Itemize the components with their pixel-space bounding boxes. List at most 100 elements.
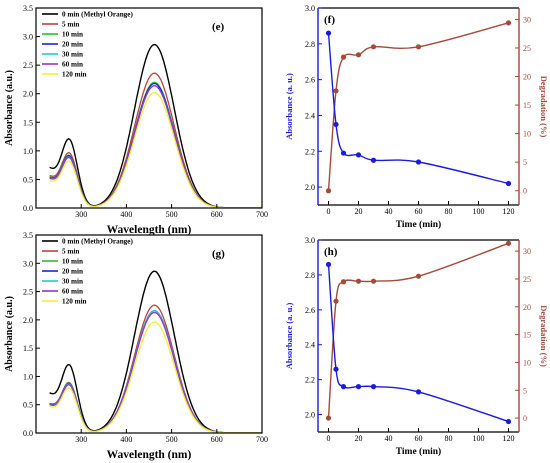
x-tick-label: 0	[327, 207, 331, 216]
x-tick-label: 120	[503, 434, 515, 443]
absorbance-point	[355, 384, 362, 390]
degradation-point	[325, 188, 332, 194]
absorbance-point	[333, 121, 339, 128]
left-tick-label: 3.0	[305, 4, 315, 13]
absorbance-line	[327, 264, 509, 423]
absorbance-point	[505, 418, 512, 425]
absorbance-point	[340, 150, 347, 156]
y-axis-title: Absorbance (a.u.)	[4, 296, 15, 372]
x-tick-label: 700	[256, 435, 268, 444]
degradation-point	[415, 273, 422, 279]
degradation-point	[333, 298, 339, 304]
right-tick-label: 15	[523, 101, 531, 110]
right-tick-label: 10	[523, 358, 531, 367]
spectrum-series-line	[49, 310, 262, 434]
left-tick-label: 2.0	[305, 183, 315, 192]
x-tick-label: 400	[120, 435, 132, 444]
kinetics-panel-1: 0 20 40 60 80 100 120 2.0 2.2 2.4 2.6 2.8 3.0 0 5 10 15 2…	[284, 4, 549, 230]
x-tick-label: 700	[256, 210, 268, 219]
absorbance-point	[325, 30, 332, 36]
x-tick-label: 100	[473, 434, 485, 443]
right-tick-label: 0	[523, 187, 527, 196]
y-tick-label: 3.0	[23, 259, 33, 268]
x-tick-label: 0	[327, 434, 331, 443]
legend-label: 20 min	[62, 268, 83, 276]
x-tick-label: 600	[211, 210, 223, 219]
degradation-point	[325, 415, 332, 421]
x-tick-label: 120	[503, 207, 515, 216]
absorbance-point	[325, 261, 332, 268]
right-tick-label: 25	[523, 275, 531, 284]
legend-label: 60 min	[62, 288, 83, 296]
right-tick-label: 10	[523, 130, 531, 139]
degradation-point	[370, 44, 377, 50]
degradation-point	[505, 20, 512, 26]
panel-label: (h)	[324, 246, 338, 258]
absorbance-point	[415, 159, 422, 165]
x-tick-label: 20	[355, 207, 363, 216]
absorbance-point	[355, 152, 362, 158]
left-tick-label: 2.2	[305, 376, 315, 385]
left-tick-label: 2.4	[305, 341, 315, 350]
x-tick-label: 500	[166, 435, 178, 444]
degradation-point	[415, 44, 422, 50]
right-axis-title: Degradation (%)	[539, 76, 549, 138]
left-tick-label: 2.6	[305, 76, 315, 85]
legend-label: 0 min (Methyl Orange)	[62, 238, 133, 246]
spectrum-series-line	[49, 43, 262, 209]
legend-label: 30 min	[62, 51, 83, 59]
x-tick-label: 100	[473, 207, 485, 216]
degradation-point	[333, 88, 339, 94]
x-tick-label: 500	[166, 210, 178, 219]
y-tick-label: 3.5	[23, 4, 33, 13]
spectrum-series-line	[49, 304, 262, 434]
absorbance-point	[415, 389, 422, 395]
y-tick-label: 1.0	[23, 372, 33, 381]
right-tick-label: 25	[523, 44, 531, 53]
absorbance-point	[370, 384, 377, 390]
left-tick-label: 2.0	[305, 411, 315, 420]
degradation-point	[355, 52, 362, 58]
right-tick-label: 15	[523, 331, 531, 340]
y-tick-label: 1.5	[23, 344, 33, 353]
y-tick-label: 1.5	[23, 118, 33, 127]
absorbance-point	[340, 384, 347, 390]
x-tick-label: 60	[415, 434, 423, 443]
y-tick-label: 0.0	[23, 204, 33, 213]
y-tick-label: 0.0	[23, 429, 33, 438]
x-tick-label: 300	[75, 435, 87, 444]
plot-frame	[35, 7, 263, 209]
legend-label: 5 min	[62, 21, 79, 29]
left-tick-label: 2.4	[305, 111, 315, 120]
x-tick-label: 20	[355, 434, 363, 443]
absorbance-point	[370, 157, 377, 163]
x-tick-label: 300	[75, 210, 87, 219]
legend-label: 30 min	[62, 278, 83, 286]
panel-label: (e)	[212, 21, 225, 33]
legend-label: 10 min	[62, 258, 83, 266]
y-tick-label: 3.0	[23, 33, 33, 42]
left-axis-title: Absorbance (a. u.)	[284, 303, 294, 370]
degradation-point	[505, 240, 512, 246]
absorbance-point	[505, 180, 512, 187]
panel-label: (g)	[212, 248, 225, 260]
x-tick-label: 40	[385, 207, 393, 216]
x-axis-title: Time (min)	[396, 219, 441, 230]
left-tick-label: 3.0	[305, 236, 315, 245]
kinetics-panel-3: 0 20 40 60 80 100 120 2.0 2.2 2.4 2.6 2.8 3.0 0 5 10 15 2…	[284, 236, 549, 457]
legend-label: 10 min	[62, 31, 83, 39]
right-tick-label: 30	[523, 15, 531, 24]
y-tick-label: 2.0	[23, 90, 33, 99]
left-tick-label: 2.2	[305, 147, 315, 156]
left-axis-title: Absorbance (a. u.)	[284, 73, 294, 140]
right-tick-label: 20	[523, 303, 531, 312]
x-axis-title: Wavelength (nm)	[107, 224, 192, 236]
y-tick-label: 2.5	[23, 288, 33, 297]
x-tick-label: 60	[415, 207, 423, 216]
legend-label: 60 min	[62, 61, 83, 69]
x-tick-label: 40	[385, 434, 393, 443]
x-tick-label: 80	[445, 207, 453, 216]
y-tick-label: 0.5	[23, 175, 33, 184]
degradation-point	[355, 278, 362, 284]
legend-label: 5 min	[62, 248, 79, 256]
